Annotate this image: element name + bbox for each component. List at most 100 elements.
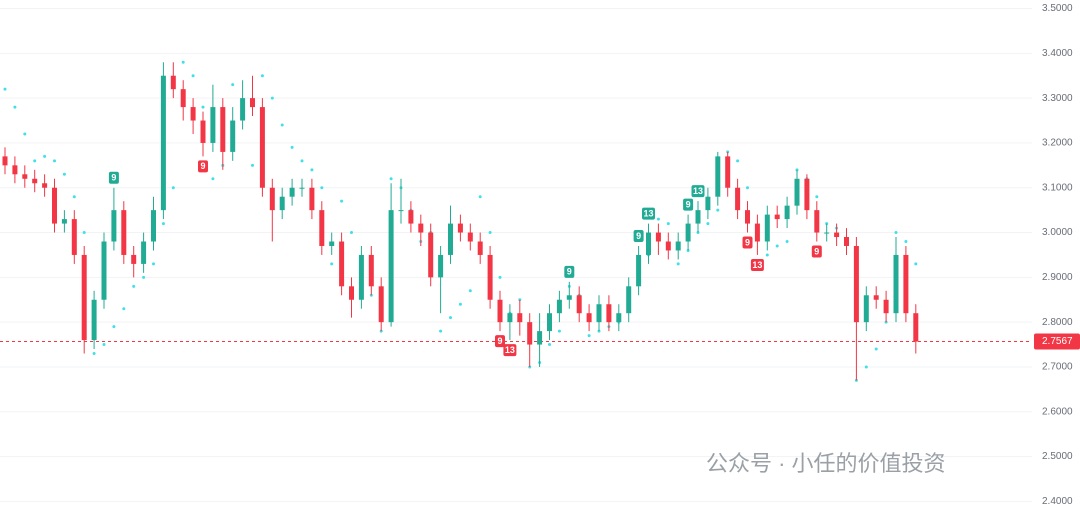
td-label: 13 xyxy=(693,186,703,196)
sar-dot xyxy=(62,172,66,176)
candle-body xyxy=(299,187,305,189)
candle-body xyxy=(853,245,859,323)
td-badge xyxy=(683,198,694,211)
y-tick-label: 2.7000 xyxy=(1042,362,1073,373)
candle-body xyxy=(42,183,48,188)
candle-body xyxy=(269,187,275,211)
sar-dot xyxy=(132,284,136,288)
candle-body xyxy=(507,313,513,323)
sar-dot xyxy=(43,154,47,158)
candle-body xyxy=(517,313,523,323)
candle-body xyxy=(210,107,216,143)
candle-body xyxy=(824,232,830,234)
sar-dot xyxy=(894,231,898,235)
candle-body xyxy=(160,75,166,211)
candle-body xyxy=(230,120,236,152)
candle-body xyxy=(616,313,622,323)
sar-dot xyxy=(785,240,789,244)
sar-dot xyxy=(142,275,146,279)
candle-body xyxy=(487,254,493,300)
candle-body xyxy=(358,254,364,300)
y-tick-label: 3.2000 xyxy=(1042,138,1073,149)
candle-body xyxy=(715,156,721,197)
candles xyxy=(2,62,919,381)
sar-dot xyxy=(449,316,452,320)
candle-body xyxy=(32,178,38,184)
candle-body xyxy=(339,241,345,287)
sar-dot xyxy=(102,343,106,347)
td-label: 9 xyxy=(497,336,502,346)
candle-body xyxy=(527,322,533,345)
sar-dot xyxy=(300,159,304,163)
td-badge xyxy=(750,258,764,271)
td-label: 9 xyxy=(200,161,205,171)
candle-body xyxy=(705,196,711,211)
sar-dot xyxy=(152,262,155,266)
y-tick-label: 3.0000 xyxy=(1042,227,1073,238)
last-price-label: 2.7567 xyxy=(1042,336,1073,347)
candle-body xyxy=(547,313,552,332)
y-tick-label: 2.9000 xyxy=(1042,272,1073,283)
sar-dot xyxy=(498,275,502,279)
td-badge xyxy=(742,236,753,249)
sar-dot xyxy=(112,325,116,329)
sar-dot xyxy=(706,222,710,226)
td-label: 9 xyxy=(567,267,572,277)
candle-body xyxy=(804,178,810,211)
candle-body xyxy=(913,313,919,342)
candle-body xyxy=(131,254,137,264)
sar-dot xyxy=(716,208,720,212)
sar-dot xyxy=(171,186,175,190)
candle-body xyxy=(735,187,741,211)
candle-body xyxy=(368,254,374,287)
candle-body xyxy=(576,295,582,314)
candle-body xyxy=(665,241,671,251)
candle-body xyxy=(289,187,295,197)
y-tick-label: 3.5000 xyxy=(1042,3,1073,14)
candle-body xyxy=(893,254,899,314)
sar-dot xyxy=(13,105,17,109)
sar-dot xyxy=(439,329,443,333)
sar-dot xyxy=(746,186,749,190)
candle-body xyxy=(71,219,77,255)
candle-body xyxy=(200,120,206,143)
sar-dot xyxy=(736,159,740,163)
sar-dot xyxy=(72,195,76,199)
candle-body xyxy=(646,232,651,255)
candle-body xyxy=(457,223,463,233)
candle-body xyxy=(170,75,176,90)
candle-body xyxy=(378,286,384,323)
candle-body xyxy=(180,89,186,108)
candle-body xyxy=(467,232,473,242)
td-badge xyxy=(495,335,505,348)
td-label: 9 xyxy=(636,231,641,241)
y-tick-label: 3.3000 xyxy=(1042,93,1073,104)
y-tick-label: 2.4000 xyxy=(1042,496,1073,507)
sar-dot xyxy=(775,244,779,248)
candle-body xyxy=(745,210,750,224)
sar-dot xyxy=(548,343,551,347)
sar-dot xyxy=(201,105,205,109)
candle-body xyxy=(438,254,444,278)
sar-dot xyxy=(587,334,591,338)
candle-body xyxy=(685,223,691,242)
candle-body xyxy=(2,156,8,166)
candle-body xyxy=(259,107,265,188)
td-badge xyxy=(691,185,705,198)
sar-dot xyxy=(468,289,472,293)
sar-dot xyxy=(389,177,393,181)
y-tick-label: 2.6000 xyxy=(1042,406,1073,417)
candle-body xyxy=(844,237,849,246)
last-price-badge xyxy=(1034,333,1080,350)
td-badge xyxy=(198,160,208,173)
candle-body xyxy=(774,214,780,220)
sar-dot xyxy=(191,74,195,78)
y-tick-label: 3.4000 xyxy=(1042,48,1073,59)
td-label: 13 xyxy=(752,260,762,270)
candle-body xyxy=(309,187,315,211)
sar-dot xyxy=(3,87,7,91)
sar-dot xyxy=(260,74,264,78)
candle-body xyxy=(448,223,453,255)
candle-body xyxy=(873,295,879,300)
